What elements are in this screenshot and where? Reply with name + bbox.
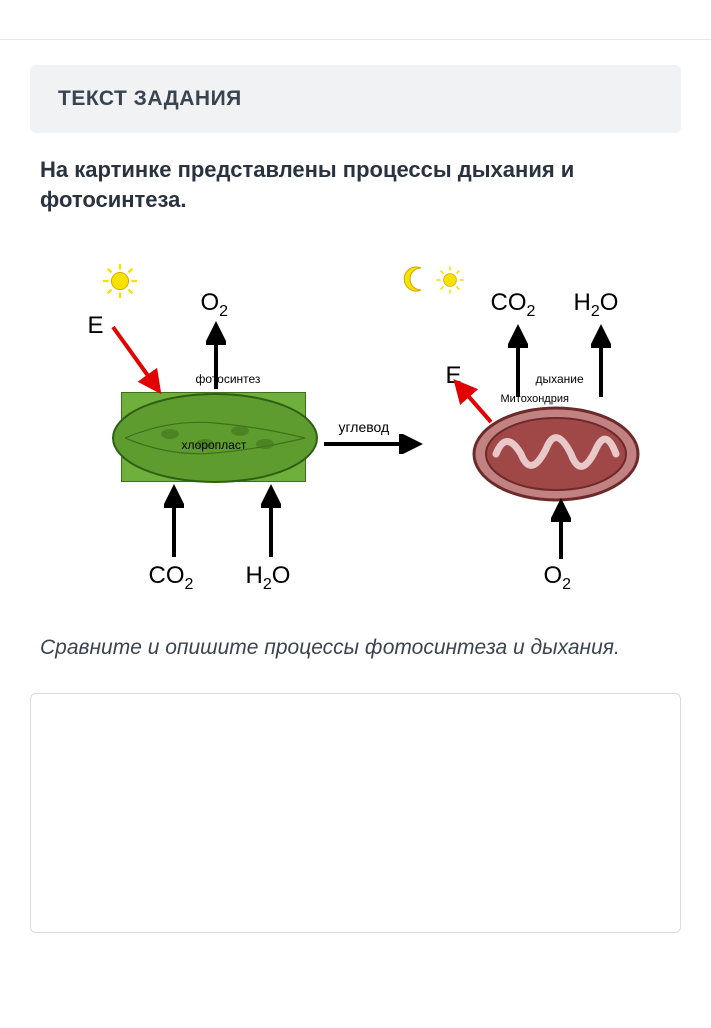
photosynthesis-label: фотосинтез [196, 372, 261, 386]
respiration-label: дыхание [536, 372, 584, 386]
red-arrow-left [101, 319, 176, 409]
moon-icon [401, 264, 431, 299]
left-CO2-label: CO2 [149, 562, 194, 594]
content-wrapper: ТЕКСТ ЗАДАНИЯ На картинке представлены п… [0, 40, 711, 948]
right-H2O-label: H2O [574, 289, 619, 321]
arrow-O2-in [551, 496, 571, 564]
right-CO2-label: CO2 [491, 289, 536, 321]
diagram: хлоропласт E O2 [46, 244, 666, 594]
carbohydrate-label: углевод [339, 419, 390, 435]
arrow-H2O-up [261, 482, 281, 562]
left-O2-label: O2 [201, 289, 229, 321]
right-O2-label: O2 [544, 562, 572, 594]
top-divider [0, 10, 711, 40]
arrow-carbohydrate [321, 434, 426, 454]
arrow-H2O-out [591, 322, 611, 402]
answer-textarea[interactable] [30, 693, 681, 933]
sun-small-icon [434, 264, 466, 301]
arrow-CO2-out [508, 322, 528, 402]
question-text: На картинке представлены процессы дыхани… [40, 155, 671, 214]
arrow-CO2-up [164, 482, 184, 562]
instruction-text: Сравните и опишите процессы фотосинтеза … [40, 634, 671, 662]
red-arrow-right [446, 374, 501, 429]
task-header-title: ТЕКСТ ЗАДАНИЯ [58, 87, 653, 111]
task-header-box: ТЕКСТ ЗАДАНИЯ [30, 65, 681, 133]
left-H2O-label: H2O [246, 562, 291, 594]
chloroplast-label: хлоропласт [182, 438, 247, 452]
sun-icon [101, 262, 139, 309]
